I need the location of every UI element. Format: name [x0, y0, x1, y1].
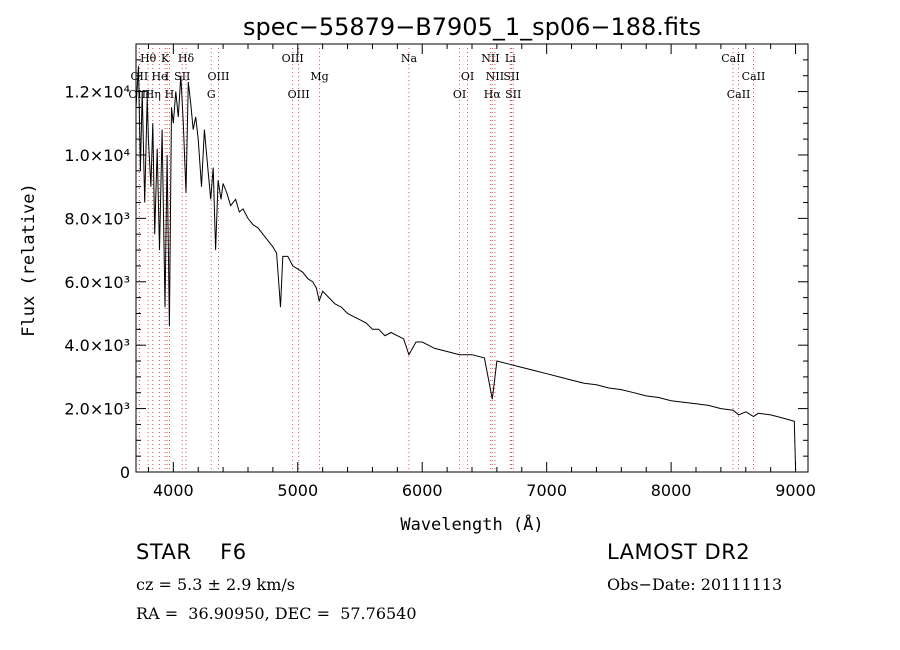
line-label: Hθ	[140, 52, 157, 65]
y-axis-ticks: 0 2.0×10³ 4.0×10³ 6.0×10³ 8.0×10³ 1.0×10⁴ 1.2×…	[64, 59, 808, 482]
x-tick-label: 4000	[153, 481, 194, 500]
line-label: SII	[503, 70, 519, 83]
line-label: K	[161, 52, 170, 65]
x-tick-label: 5000	[277, 481, 318, 500]
y-tick-label: 1.2×10⁴	[64, 83, 130, 102]
spectrum-chart: spec−55879−B7905_1_sp06−188.fits Wavelen…	[19, 13, 816, 535]
x-axis-ticks: 4000 5000 6000 7000 8000 9000	[147, 44, 816, 500]
line-label: SII	[505, 88, 521, 101]
line-label: OI	[453, 88, 466, 101]
line-label: Li	[505, 52, 516, 65]
coordinates: RA = 36.90950, DEC = 57.76540	[136, 604, 417, 623]
line-label: NII	[481, 52, 499, 65]
redshift-velocity: cz = 5.3 ± 2.9 km/s	[136, 575, 295, 594]
y-tick-label: 2.0×10³	[64, 400, 130, 419]
line-label: G	[207, 88, 216, 101]
line-label: OIII	[207, 70, 229, 83]
spectral-line-markers	[138, 48, 754, 472]
x-tick-label: 6000	[402, 481, 443, 500]
line-label: He	[151, 70, 167, 83]
line-label: OIII	[288, 88, 310, 101]
line-label: NII	[486, 70, 504, 83]
line-label: Hη	[145, 88, 161, 101]
line-label: OIII	[282, 52, 304, 65]
x-tick-label: 8000	[651, 481, 692, 500]
line-label: CaII	[721, 52, 745, 65]
line-label: H	[165, 88, 175, 101]
line-label: CaII	[742, 70, 766, 83]
x-axis-label: Wavelength (Å)	[400, 513, 543, 535]
x-tick-label: 7000	[526, 481, 567, 500]
observation-date: Obs−Date: 20111113	[607, 575, 783, 594]
line-label: Na	[401, 52, 418, 65]
chart-title: spec−55879−B7905_1_sp06−188.fits	[243, 13, 701, 41]
line-label: CaII	[727, 88, 751, 101]
spectral-line-labels: HθOIIOIIIHeHηKIHSIIHδOIIIGOIIIOIIIMgNaOI…	[128, 52, 765, 101]
y-tick-label: 0	[120, 463, 130, 482]
y-tick-label: 4.0×10³	[64, 336, 130, 355]
line-label: I	[165, 70, 169, 83]
line-label: Hδ	[178, 52, 195, 65]
line-label: OII	[131, 70, 149, 83]
y-axis-label: Flux (relative)	[19, 183, 39, 337]
y-tick-label: 8.0×10³	[64, 209, 130, 228]
line-label: Mg	[310, 70, 328, 83]
plot-frame	[135, 43, 809, 473]
line-label: Hα	[484, 88, 502, 101]
spectrum-line	[135, 66, 797, 471]
y-tick-label: 6.0×10³	[64, 273, 130, 292]
object-class: STAR F6	[136, 540, 247, 564]
survey-name: LAMOST DR2	[607, 540, 751, 564]
line-label: OI	[461, 70, 474, 83]
line-label: SII	[174, 70, 190, 83]
x-tick-label: 9000	[775, 481, 816, 500]
y-tick-label: 1.0×10⁴	[64, 146, 130, 165]
